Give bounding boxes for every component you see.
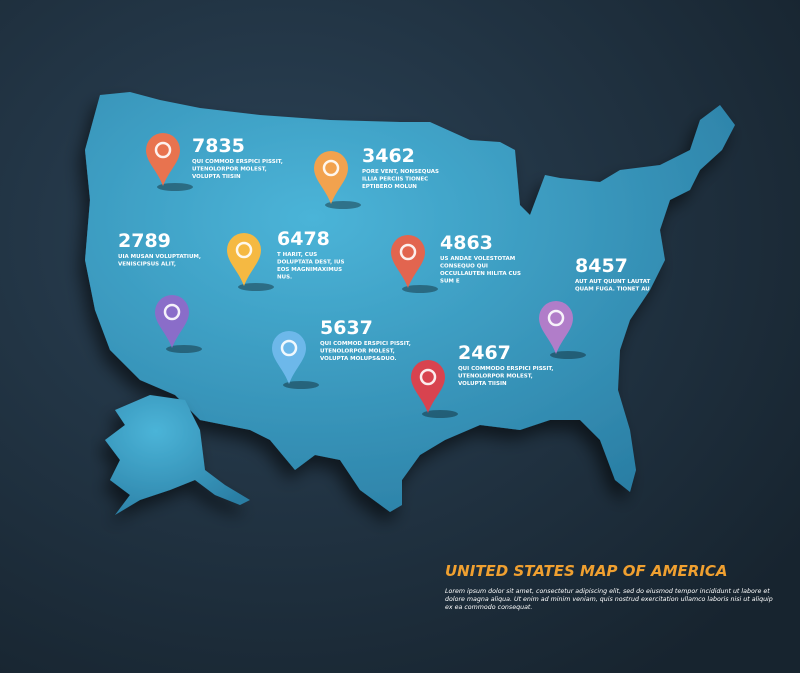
callout-text: QUI COMMOD ERSPICI PISSIT,	[320, 341, 411, 347]
pin	[155, 295, 189, 348]
pin-hole	[419, 368, 437, 386]
pin-hole	[547, 309, 565, 327]
callout-text: SUM E	[440, 279, 460, 285]
pin-hole	[163, 303, 181, 321]
callout-text: OCCULLAUTEN HILITA CUS	[440, 271, 521, 277]
callout-text: EOS MAGNIMAXIMUS	[277, 267, 342, 273]
pin-hole	[322, 159, 340, 177]
pin-shadow	[550, 351, 586, 359]
callout-text: QUI COMMOD ERSPICI PISSIT,	[192, 159, 283, 165]
callout-number: 2789	[118, 230, 171, 252]
callout-text: T HARIT, CUS	[277, 252, 317, 258]
pin	[314, 151, 348, 204]
us-mainland	[85, 92, 735, 512]
callout-text: US ANDAE VOLESTOTAM	[440, 256, 515, 262]
pin	[227, 233, 261, 286]
description-line: dolore magna aliqua. Ut enim ad minim ve…	[445, 595, 773, 603]
callout-number: 6478	[277, 228, 330, 250]
pin-hole	[280, 339, 298, 357]
pin	[272, 331, 306, 384]
callout-number: 2467	[458, 342, 511, 364]
callout-text: PORE VENT, NONSEQUAS	[362, 169, 439, 175]
description-line: Lorem ipsum dolor sit amet, consectetur …	[445, 587, 770, 595]
pin	[539, 301, 573, 354]
pin-shadow	[166, 345, 202, 353]
pin-shadow	[238, 283, 274, 291]
callout-text: DOLUPTATA DEST, IUS	[277, 260, 344, 266]
pin-shadow	[402, 285, 438, 293]
callout-text: QUAM FUGA. TIONET AU	[575, 287, 650, 293]
callout-text: ILLIA PERCIIS TIONEC	[362, 177, 428, 183]
callout-text: VENISCIPSUS ALIT,	[118, 262, 176, 268]
pin	[391, 235, 425, 288]
pin-hole	[154, 141, 172, 159]
callout-text: VOLUPTA TIISIN	[192, 174, 241, 180]
pin	[146, 133, 180, 186]
callout-number: 4863	[440, 232, 493, 254]
pin-shadow	[283, 381, 319, 389]
callout-text: UIA MUSAN VOLUPTATIUM,	[118, 254, 201, 260]
description-line: ex ea commodo consequat.	[445, 603, 532, 611]
alaska	[105, 395, 250, 515]
callout-text: AUT AUT QUUNT LAUTAT	[575, 279, 651, 285]
callout-number: 5637	[320, 317, 373, 339]
callout-number: 7835	[192, 135, 245, 157]
pin-hole	[399, 243, 417, 261]
pin-shadow	[157, 183, 193, 191]
callout-text: NUS.	[277, 275, 292, 281]
title: UNITED STATES MAP OF AMERICA	[445, 562, 728, 580]
callout-text: UTENOLORPOR MOLEST,	[458, 374, 533, 380]
callout-text: VOLUPTA MOLUPS&DUO.	[320, 356, 397, 362]
pin-hole	[235, 241, 253, 259]
callout-text: UTENOLORPOR MOLEST,	[192, 167, 267, 173]
callout-number: 3462	[362, 145, 415, 167]
callout-text: VOLUPTA TIISIN	[458, 381, 507, 387]
callout-number: 8457	[575, 255, 628, 277]
callout-text: QUI COMMODO ERSPICI PISSIT,	[458, 366, 553, 372]
pin-shadow	[325, 201, 361, 209]
pin	[411, 360, 445, 413]
callout-text: EPTIBERO MOLUN	[362, 184, 417, 190]
callout-text: CONSEQUO QUI	[440, 264, 488, 270]
callout-text: UTENOLORPOR MOLEST,	[320, 349, 395, 355]
pin-shadow	[422, 410, 458, 418]
